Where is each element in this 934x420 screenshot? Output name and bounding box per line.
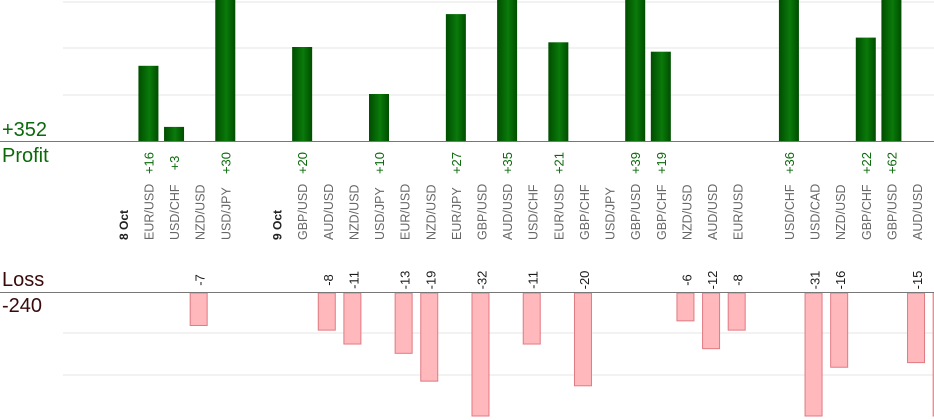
profit-data-label: +19 xyxy=(654,152,669,174)
loss-data-label: -19 xyxy=(423,271,438,290)
profit-data-label: +21 xyxy=(551,152,566,174)
loss-bar xyxy=(317,292,336,331)
loss-bar xyxy=(907,292,926,364)
profit-bar xyxy=(138,65,159,141)
labels: 8 Oct EUR/USD +16 USD/CHF +3 NZD/USD -7 USD/JPY… xyxy=(117,152,925,290)
category-label: GBP/USD xyxy=(475,184,489,240)
profit-bar xyxy=(369,94,390,141)
profit-bar xyxy=(855,37,876,141)
category-label: EUR/JPY xyxy=(450,187,464,240)
profit-bar xyxy=(497,0,518,141)
category-label: EUR/USD xyxy=(399,184,413,240)
category-label: AUD/USD xyxy=(322,184,336,240)
category-label: NZD/USD xyxy=(680,184,694,240)
category-label: USD/CHF xyxy=(168,184,182,240)
profit-data-label: +22 xyxy=(859,152,874,174)
category-label: EUR/USD xyxy=(732,184,746,240)
category-label: USD/JPY xyxy=(373,187,387,240)
category-label: USD/JPY xyxy=(219,187,233,240)
loss-data-label: -7 xyxy=(193,274,208,286)
loss-bar xyxy=(420,292,439,382)
profit-data-label: +16 xyxy=(141,152,156,174)
category-label: NZD/USD xyxy=(194,184,208,240)
loss-bar xyxy=(702,292,721,350)
profit-data-label: +27 xyxy=(449,152,464,174)
category-label: GBP/CHF xyxy=(860,184,874,240)
profit-bar xyxy=(625,0,646,141)
category-label: USD/CHF xyxy=(783,184,797,240)
profit-bar xyxy=(215,0,236,141)
profit-bar xyxy=(778,0,799,141)
profit-bar xyxy=(650,51,671,142)
loss-bar xyxy=(830,292,849,368)
loss-bar xyxy=(727,292,746,331)
profit-bar xyxy=(548,42,569,141)
profit-total: +352 xyxy=(2,119,48,141)
profit-bar xyxy=(164,126,185,141)
loss-bar xyxy=(573,292,592,387)
loss-bar xyxy=(804,292,823,417)
category-label: USD/CHF xyxy=(527,184,541,240)
loss-bar xyxy=(522,292,541,345)
category-label: NZD/USD xyxy=(424,184,438,240)
profit-data-label: +62 xyxy=(884,152,899,174)
profit-bar xyxy=(292,47,313,141)
category-label: GBP/USD xyxy=(296,184,310,240)
profit-bar xyxy=(445,14,466,142)
category-label: AUD/USD xyxy=(706,184,720,240)
category-label: GBP/USD xyxy=(629,184,643,240)
loss-data-label: -11 xyxy=(346,271,361,289)
bars xyxy=(138,0,934,417)
category-label: NZD/USD xyxy=(834,184,848,240)
category-label: AUD/USD xyxy=(911,184,925,240)
loss-data-label: -31 xyxy=(808,271,823,290)
date-label: 8 Oct xyxy=(117,210,131,240)
loss-heading: Loss xyxy=(2,269,45,291)
loss-data-label: -8 xyxy=(321,274,336,286)
loss-data-label: -13 xyxy=(398,271,413,290)
loss-bar xyxy=(676,292,695,322)
loss-data-label: -16 xyxy=(833,271,848,290)
loss-data-label: -12 xyxy=(705,271,720,290)
category-label: AUD/USD xyxy=(501,184,515,240)
loss-bar xyxy=(471,292,490,417)
loss-data-label: -20 xyxy=(577,271,592,290)
loss-data-label: -8 xyxy=(731,274,746,286)
profit-data-label: +30 xyxy=(218,152,233,174)
profit-data-label: +35 xyxy=(500,152,515,174)
loss-data-label: -6 xyxy=(679,274,694,286)
loss-bar xyxy=(394,292,413,354)
profit-data-label: +3 xyxy=(167,156,182,171)
profit-heading: Profit xyxy=(2,145,49,167)
axes xyxy=(0,141,934,293)
category-label: NZD/USD xyxy=(347,184,361,240)
loss-total: -240 xyxy=(2,295,43,317)
loss-data-label: -11 xyxy=(526,271,541,289)
category-label: EUR/USD xyxy=(552,184,566,240)
profit-data-label: +39 xyxy=(628,152,643,174)
profit-bar xyxy=(881,0,902,141)
loss-data-label: -15 xyxy=(910,271,925,290)
category-label: GBP/USD xyxy=(885,184,899,240)
category-label: GBP/CHF xyxy=(655,184,669,240)
profit-data-label: +20 xyxy=(295,152,310,174)
category-label: GBP/CHF xyxy=(578,184,592,240)
loss-bar xyxy=(343,292,362,345)
date-label: 9 Oct xyxy=(271,210,285,240)
loss-bar xyxy=(189,292,208,326)
profit-data-label: +36 xyxy=(782,152,797,174)
category-label: USD/JPY xyxy=(604,187,618,240)
profit-data-label: +10 xyxy=(372,152,387,174)
category-label: EUR/USD xyxy=(142,184,156,240)
loss-data-label: -32 xyxy=(474,271,489,290)
category-label: USD/CAD xyxy=(809,184,823,240)
